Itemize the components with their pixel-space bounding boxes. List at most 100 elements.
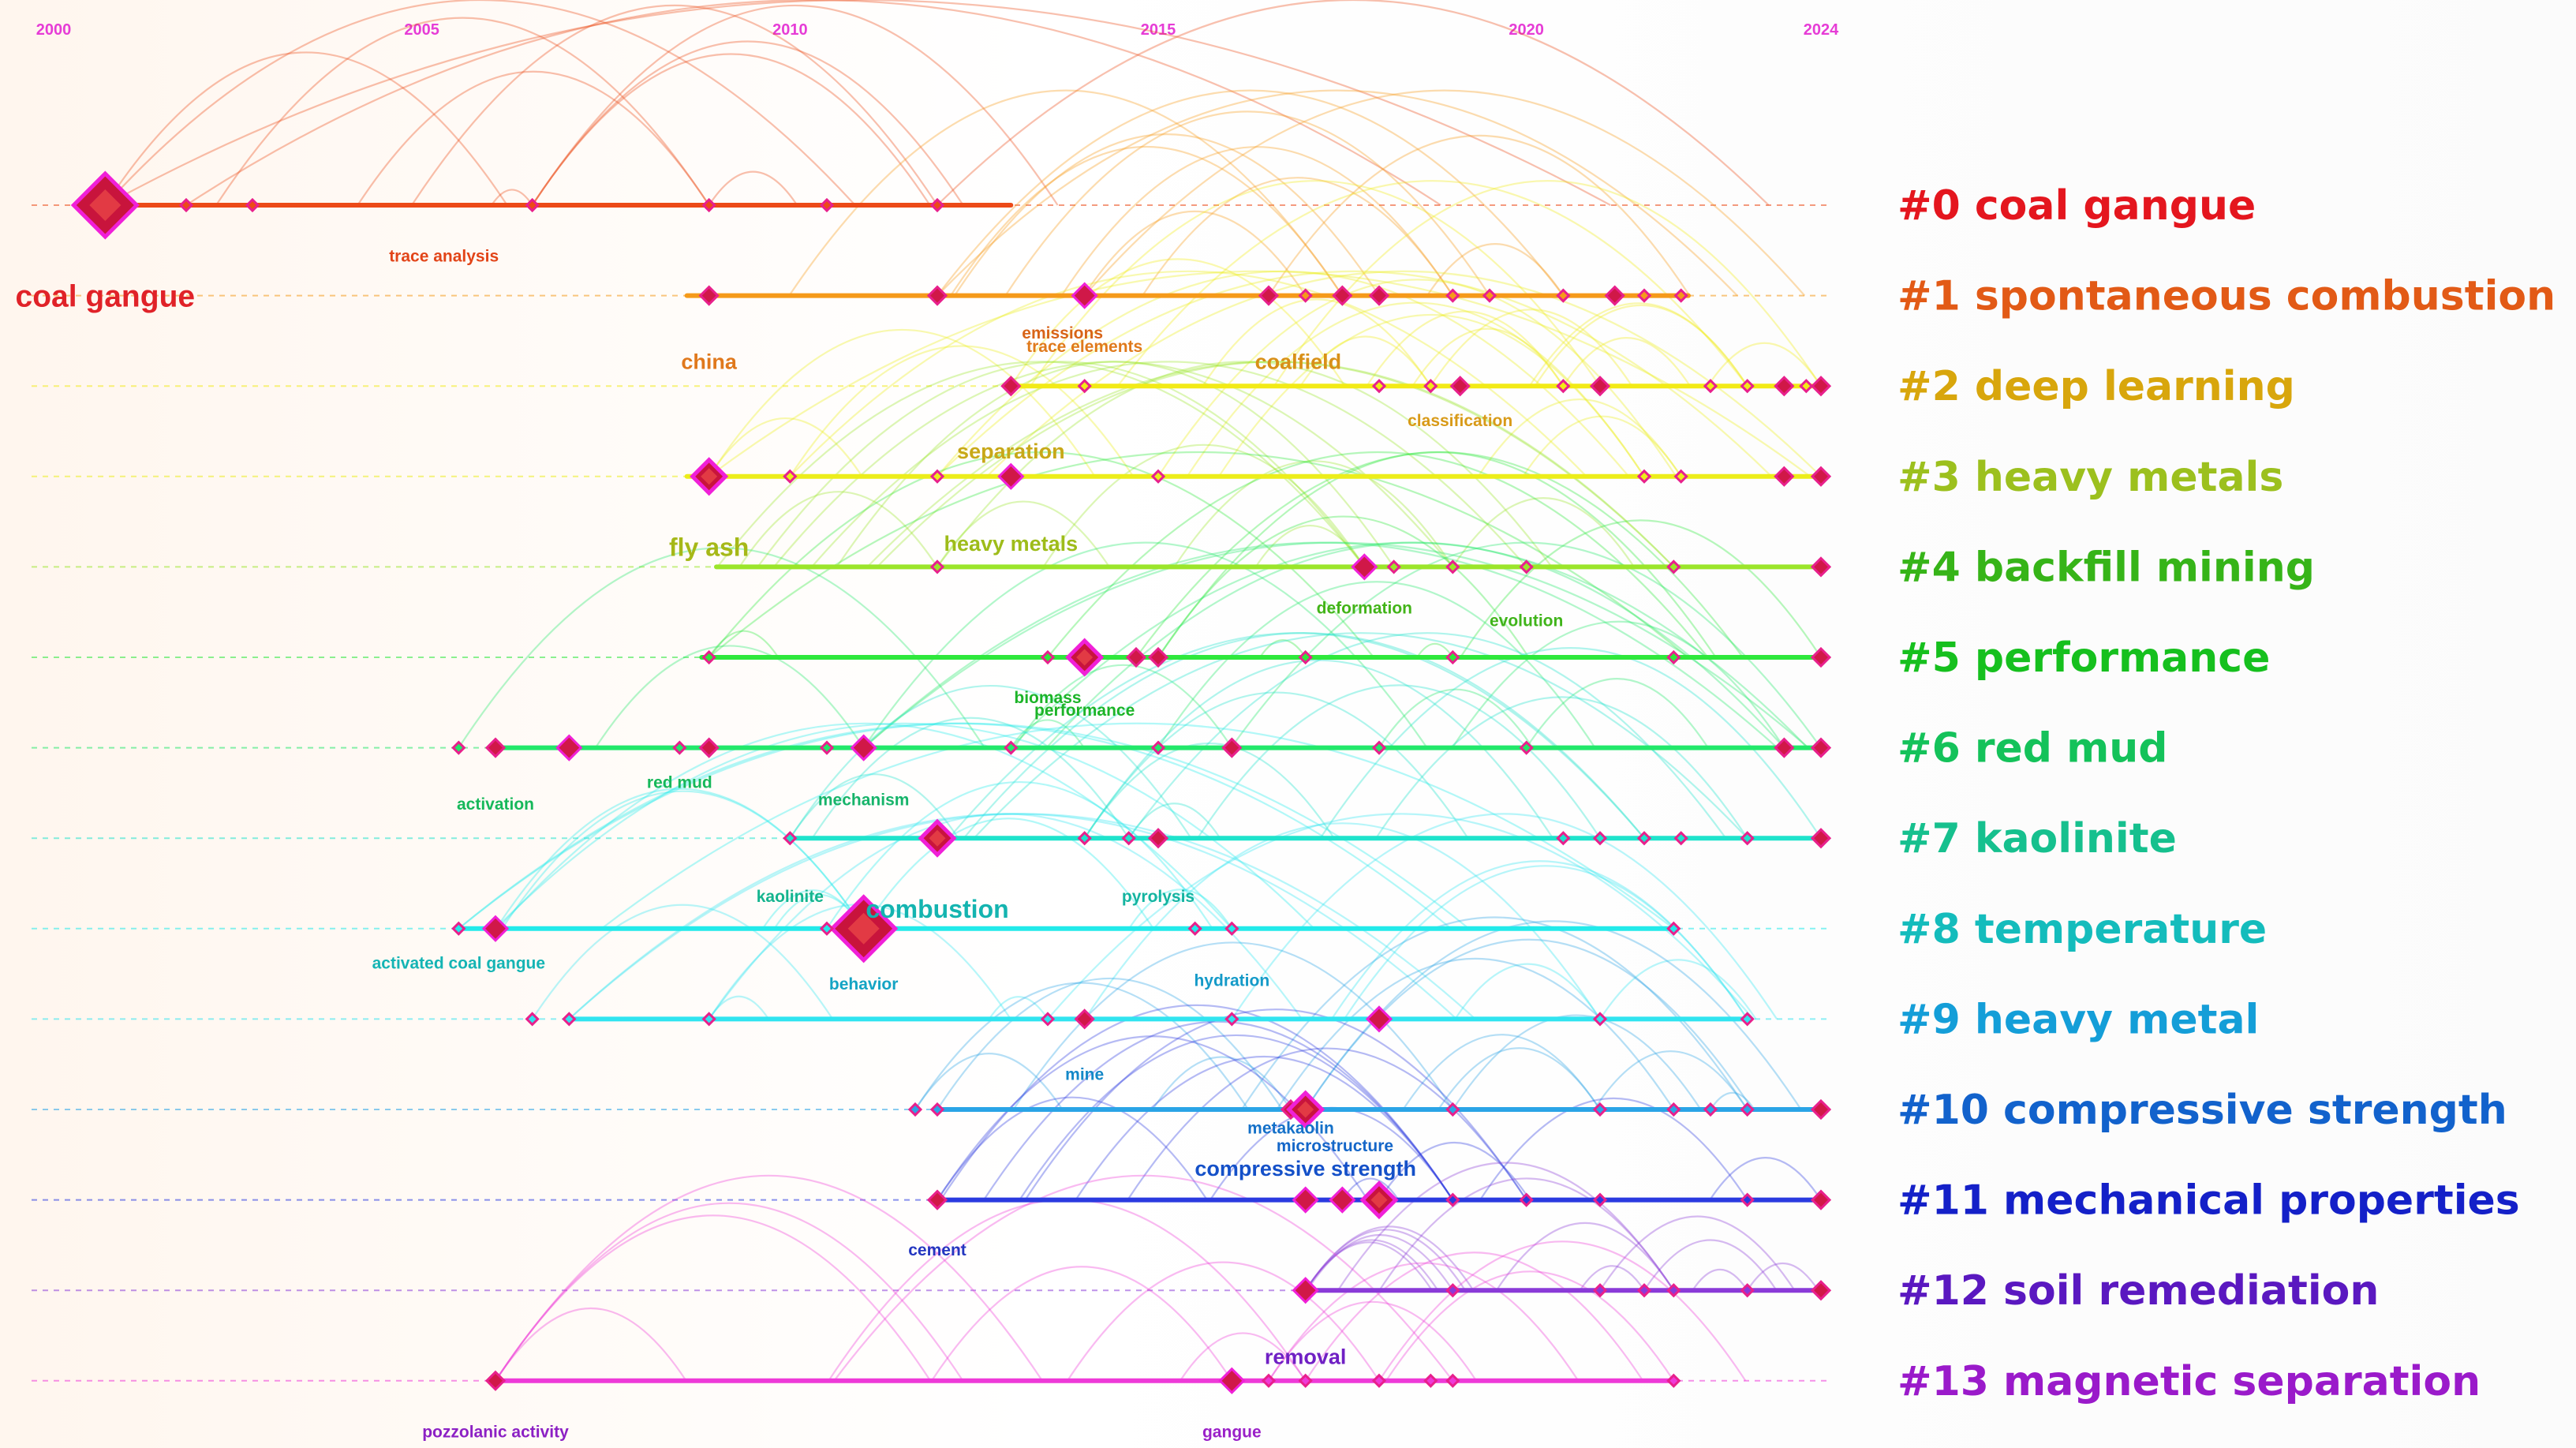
keyword-node[interactable] (1810, 737, 1832, 758)
keyword-node[interactable] (997, 462, 1025, 490)
keyword-node[interactable] (1592, 1283, 1608, 1298)
cluster-label[interactable]: #10 compressive strength (1897, 1087, 2507, 1134)
keyword-node[interactable] (1636, 1283, 1652, 1298)
keyword-node[interactable] (1040, 649, 1056, 665)
cluster-label[interactable]: #3 heavy metals (1897, 454, 2283, 501)
keyword-node[interactable] (1150, 469, 1166, 484)
cluster-label[interactable]: #13 magnetic separation (1897, 1358, 2481, 1405)
keyword-node[interactable] (929, 559, 945, 574)
keyword-node[interactable] (783, 469, 798, 484)
keyword-node[interactable] (1636, 469, 1652, 484)
keyword-node[interactable] (1386, 559, 1401, 574)
keyword-node[interactable] (1673, 469, 1688, 484)
keyword-node[interactable] (245, 197, 260, 213)
keyword-node[interactable] (1218, 1367, 1246, 1394)
keyword-node[interactable] (1740, 1102, 1755, 1117)
keyword-node[interactable] (1810, 1280, 1832, 1301)
keyword-node[interactable] (1449, 376, 1471, 397)
keyword-node[interactable] (1187, 921, 1202, 936)
keyword-node[interactable] (1673, 288, 1688, 303)
keyword-node[interactable] (672, 740, 687, 755)
keyword-node[interactable] (1592, 831, 1608, 846)
keyword-node[interactable] (1445, 1192, 1460, 1207)
keyword-node[interactable] (1703, 1102, 1718, 1117)
keyword-node[interactable] (1810, 646, 1832, 668)
keyword-node[interactable] (1774, 376, 1795, 397)
cluster-label[interactable]: #6 red mud (1897, 725, 2168, 773)
keyword-node[interactable] (701, 649, 716, 665)
keyword-node[interactable] (1592, 1012, 1608, 1027)
cluster-label[interactable]: #2 deep learning (1897, 363, 2295, 410)
keyword-node[interactable] (481, 915, 510, 942)
keyword-node[interactable] (1004, 740, 1019, 755)
keyword-node[interactable] (907, 1102, 923, 1117)
keyword-node[interactable] (1666, 649, 1681, 665)
keyword-node[interactable] (525, 197, 540, 213)
keyword-node[interactable] (1445, 559, 1460, 574)
keyword-node[interactable] (1125, 646, 1147, 668)
cluster-label[interactable]: #9 heavy metal (1897, 996, 2259, 1043)
keyword-node[interactable] (1150, 740, 1166, 755)
keyword-node[interactable] (1740, 831, 1755, 846)
keyword-node[interactable] (1445, 1102, 1460, 1117)
keyword-node[interactable] (484, 1370, 507, 1391)
keyword-node[interactable] (555, 734, 583, 761)
keyword-node[interactable] (1371, 379, 1387, 394)
keyword-node[interactable] (451, 921, 466, 936)
keyword-node[interactable] (698, 285, 720, 306)
keyword-node[interactable] (1298, 649, 1313, 665)
keyword-node[interactable] (1703, 379, 1718, 394)
cluster-label[interactable]: #8 temperature (1897, 906, 2267, 953)
keyword-node[interactable] (1556, 831, 1571, 846)
keyword-node[interactable] (1445, 1373, 1460, 1388)
keyword-node[interactable] (1810, 376, 1832, 397)
keyword-node[interactable] (1810, 1189, 1832, 1210)
keyword-node[interactable] (1298, 1373, 1313, 1388)
cluster-label[interactable]: #5 performance (1897, 634, 2270, 682)
keyword-node[interactable] (1077, 831, 1092, 846)
keyword-node[interactable] (1121, 831, 1136, 846)
keyword-node[interactable] (1071, 282, 1098, 309)
keyword-node[interactable] (1519, 559, 1534, 574)
keyword-node[interactable] (929, 1102, 945, 1117)
keyword-node[interactable] (1604, 285, 1625, 306)
keyword-node[interactable] (178, 197, 194, 213)
keyword-node[interactable] (525, 1012, 540, 1027)
keyword-node[interactable] (929, 197, 945, 213)
keyword-node[interactable] (819, 740, 835, 755)
keyword-node[interactable] (1147, 828, 1169, 849)
keyword-node[interactable] (1292, 1277, 1319, 1304)
keyword-node[interactable] (1371, 740, 1387, 755)
keyword-node[interactable] (698, 737, 720, 758)
keyword-node[interactable] (819, 197, 835, 213)
keyword-node[interactable] (1592, 1192, 1608, 1207)
cluster-label[interactable]: #12 soil remediation (1897, 1267, 2379, 1315)
keyword-node[interactable] (1666, 559, 1681, 574)
keyword-node[interactable] (701, 197, 716, 213)
keyword-node[interactable] (1371, 1373, 1387, 1388)
keyword-node[interactable] (1556, 379, 1571, 394)
keyword-node[interactable] (1332, 285, 1353, 306)
keyword-node[interactable] (1482, 288, 1497, 303)
keyword-node[interactable] (1666, 1373, 1681, 1388)
keyword-node[interactable] (1147, 646, 1169, 668)
keyword-node[interactable] (1423, 1373, 1438, 1388)
keyword-node[interactable] (1445, 288, 1460, 303)
keyword-node[interactable] (1221, 737, 1243, 758)
keyword-node[interactable] (926, 1189, 948, 1210)
keyword-node[interactable] (1666, 1102, 1681, 1117)
keyword-node[interactable] (1074, 1008, 1095, 1030)
keyword-node[interactable] (1740, 1283, 1755, 1298)
keyword-node[interactable] (1365, 1005, 1393, 1033)
keyword-node[interactable] (1445, 1283, 1460, 1298)
keyword-node[interactable] (1292, 1186, 1319, 1214)
keyword-node[interactable] (850, 734, 877, 761)
keyword-node[interactable] (1519, 740, 1534, 755)
cluster-label[interactable]: #0 coal gangue (1897, 182, 2256, 230)
keyword-node[interactable] (1799, 379, 1814, 394)
keyword-node[interactable] (1673, 831, 1688, 846)
cluster-label[interactable]: #1 spontaneous combustion (1897, 273, 2555, 320)
keyword-node[interactable] (1519, 1192, 1534, 1207)
keyword-node[interactable] (1592, 1102, 1608, 1117)
keyword-node[interactable] (1368, 285, 1390, 306)
